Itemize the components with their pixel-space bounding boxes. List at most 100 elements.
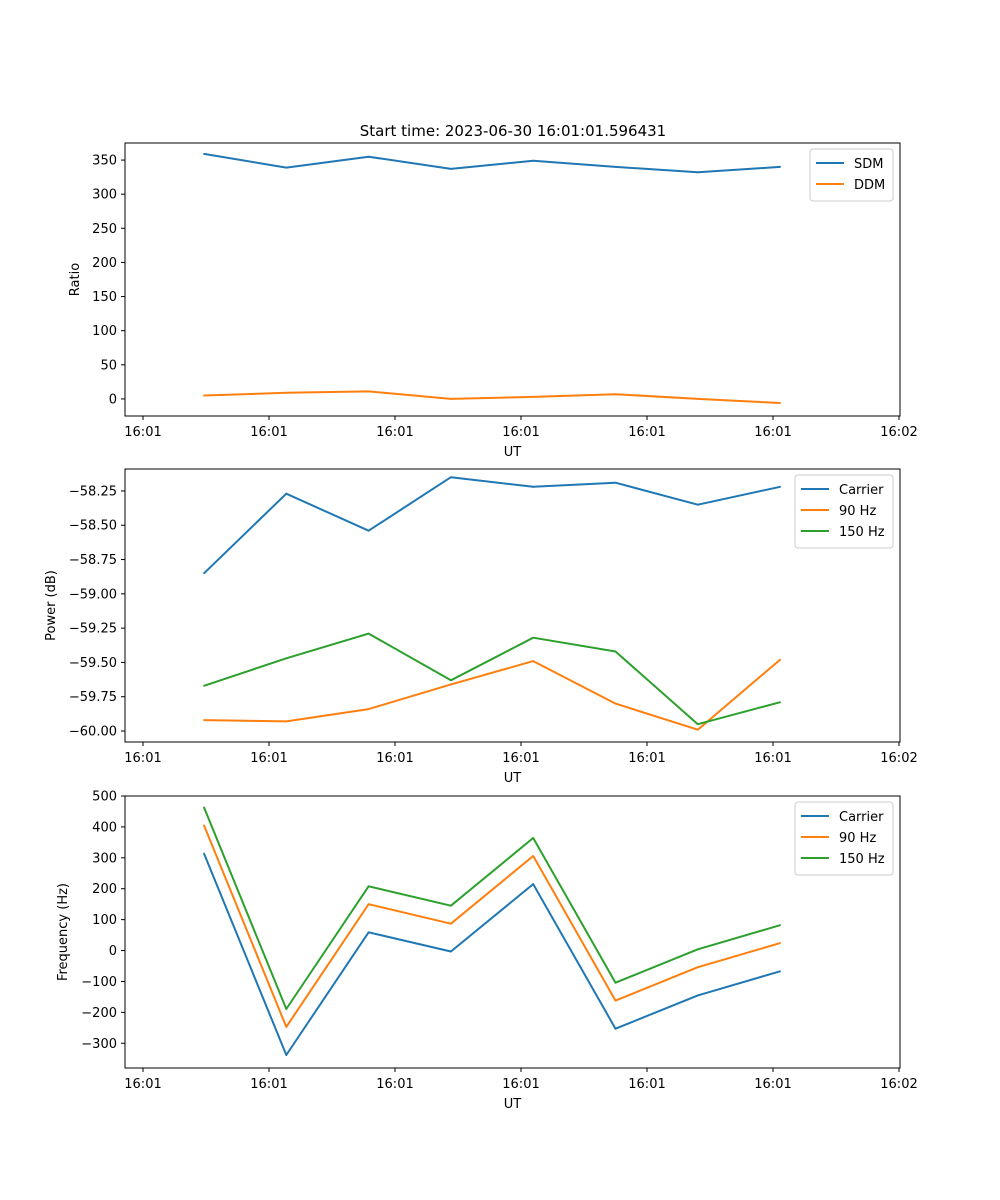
data-point (285, 1025, 288, 1028)
data-point (450, 679, 452, 682)
y-tick-label: 350 (92, 154, 117, 169)
data-point (779, 924, 781, 927)
data-point (450, 683, 452, 686)
legend: SDM DDM (809, 148, 894, 202)
y-tick-label: 0 (109, 392, 117, 407)
x-tick-label: 16:01 (754, 751, 791, 766)
data-point (779, 942, 781, 945)
data-point (696, 994, 699, 997)
data-point (203, 153, 205, 155)
data-point (779, 485, 781, 488)
data-point (367, 390, 370, 393)
x-tick-label: 16:02 (880, 751, 917, 766)
x-tick-label: 16:01 (124, 751, 161, 766)
data-point (367, 885, 370, 888)
data-point (614, 650, 617, 653)
data-point (285, 1008, 288, 1010)
x-tick-label: 16:01 (754, 1077, 791, 1092)
axes-frame (124, 795, 901, 1069)
data-point (779, 165, 781, 168)
subplot-3: 16:01 16:01 16:01 16:01 16:01 16:01 16:02 −300 −… (56, 790, 918, 1113)
y-tick-label: −60.00 (69, 725, 117, 740)
data-point (614, 981, 617, 984)
legend: Carrier 90 Hz 150 Hz (794, 801, 894, 876)
y-tick-label: 100 (92, 913, 117, 928)
x-axis-label: UT (504, 445, 522, 460)
x-tick-label: 16:01 (250, 425, 287, 440)
data-point (367, 632, 370, 635)
data-point (614, 165, 617, 168)
series-line-150-hz (203, 807, 781, 1010)
y-tick-label: 300 (92, 188, 117, 203)
data-point (532, 485, 535, 488)
y-tick-label: 150 (92, 290, 117, 305)
legend: Carrier 90 Hz 150 Hz (794, 474, 894, 549)
data-point (450, 904, 452, 907)
data-point (203, 394, 205, 397)
legend-label: Carrier (839, 810, 884, 825)
x-tick-label: 16:01 (502, 751, 539, 766)
y-axis-label: Power (dB) (44, 570, 59, 641)
y-tick-label: 0 (109, 944, 117, 959)
data-point (532, 883, 535, 885)
figure-title: Start time: 2023-06-30 16:01:01.596431 (360, 122, 666, 140)
y-tick-label: −58.50 (69, 519, 117, 534)
x-axis-label: UT (504, 771, 522, 786)
legend-label: 90 Hz (839, 831, 876, 846)
data-point (367, 529, 370, 532)
legend-label: 90 Hz (839, 504, 876, 519)
data-point (203, 684, 205, 687)
data-point (614, 702, 617, 705)
axes-frame (124, 142, 901, 417)
series-line-carrier (203, 476, 781, 575)
data-point (285, 657, 288, 660)
x-tick-label: 16:01 (502, 425, 539, 440)
data-point (450, 398, 452, 400)
legend-label: Carrier (839, 483, 884, 498)
data-point (367, 903, 370, 906)
y-tick-label: −59.75 (69, 690, 117, 705)
data-point (285, 720, 288, 723)
y-tick-label: 400 (92, 820, 117, 835)
subplot-2: 16:01 16:01 16:01 16:01 16:01 16:01 16:02 −60.0… (44, 468, 918, 786)
data-point (696, 398, 699, 400)
x-tick-label: 16:01 (628, 1077, 665, 1092)
data-point (532, 395, 535, 398)
x-tick-label: 16:01 (250, 1077, 287, 1092)
y-tick-label: −100 (81, 975, 117, 990)
legend-label: 150 Hz (839, 852, 885, 867)
data-point (285, 391, 288, 394)
y-tick-label: −58.75 (69, 553, 117, 568)
data-point (532, 855, 535, 857)
y-tick-label: 300 (92, 851, 117, 866)
y-tick-label: −59.25 (69, 622, 117, 637)
x-tick-label: 16:01 (376, 751, 413, 766)
x-tick-label: 16:01 (754, 425, 791, 440)
data-point (779, 658, 781, 661)
data-point (532, 660, 535, 662)
series-line-90-hz (203, 658, 781, 731)
y-tick-label: −59.00 (69, 587, 117, 602)
data-point (203, 572, 205, 575)
data-point (696, 728, 699, 731)
y-tick-label: 50 (100, 358, 117, 373)
axes-frame (124, 468, 901, 743)
data-point (203, 719, 205, 721)
y-tick-label: 200 (92, 882, 117, 897)
series-line-carrier (203, 853, 781, 1056)
x-tick-label: 16:01 (376, 425, 413, 440)
data-point (614, 481, 617, 484)
data-point (779, 970, 781, 973)
data-point (532, 837, 535, 839)
series-line-sdm (203, 152, 781, 174)
data-point (696, 948, 699, 951)
legend-label: SDM (854, 157, 883, 172)
data-point (450, 922, 452, 925)
data-point (367, 708, 370, 710)
data-point (450, 950, 452, 953)
data-point (696, 723, 699, 726)
x-tick-label: 16:01 (628, 751, 665, 766)
data-point (696, 966, 699, 969)
data-point (614, 393, 617, 396)
